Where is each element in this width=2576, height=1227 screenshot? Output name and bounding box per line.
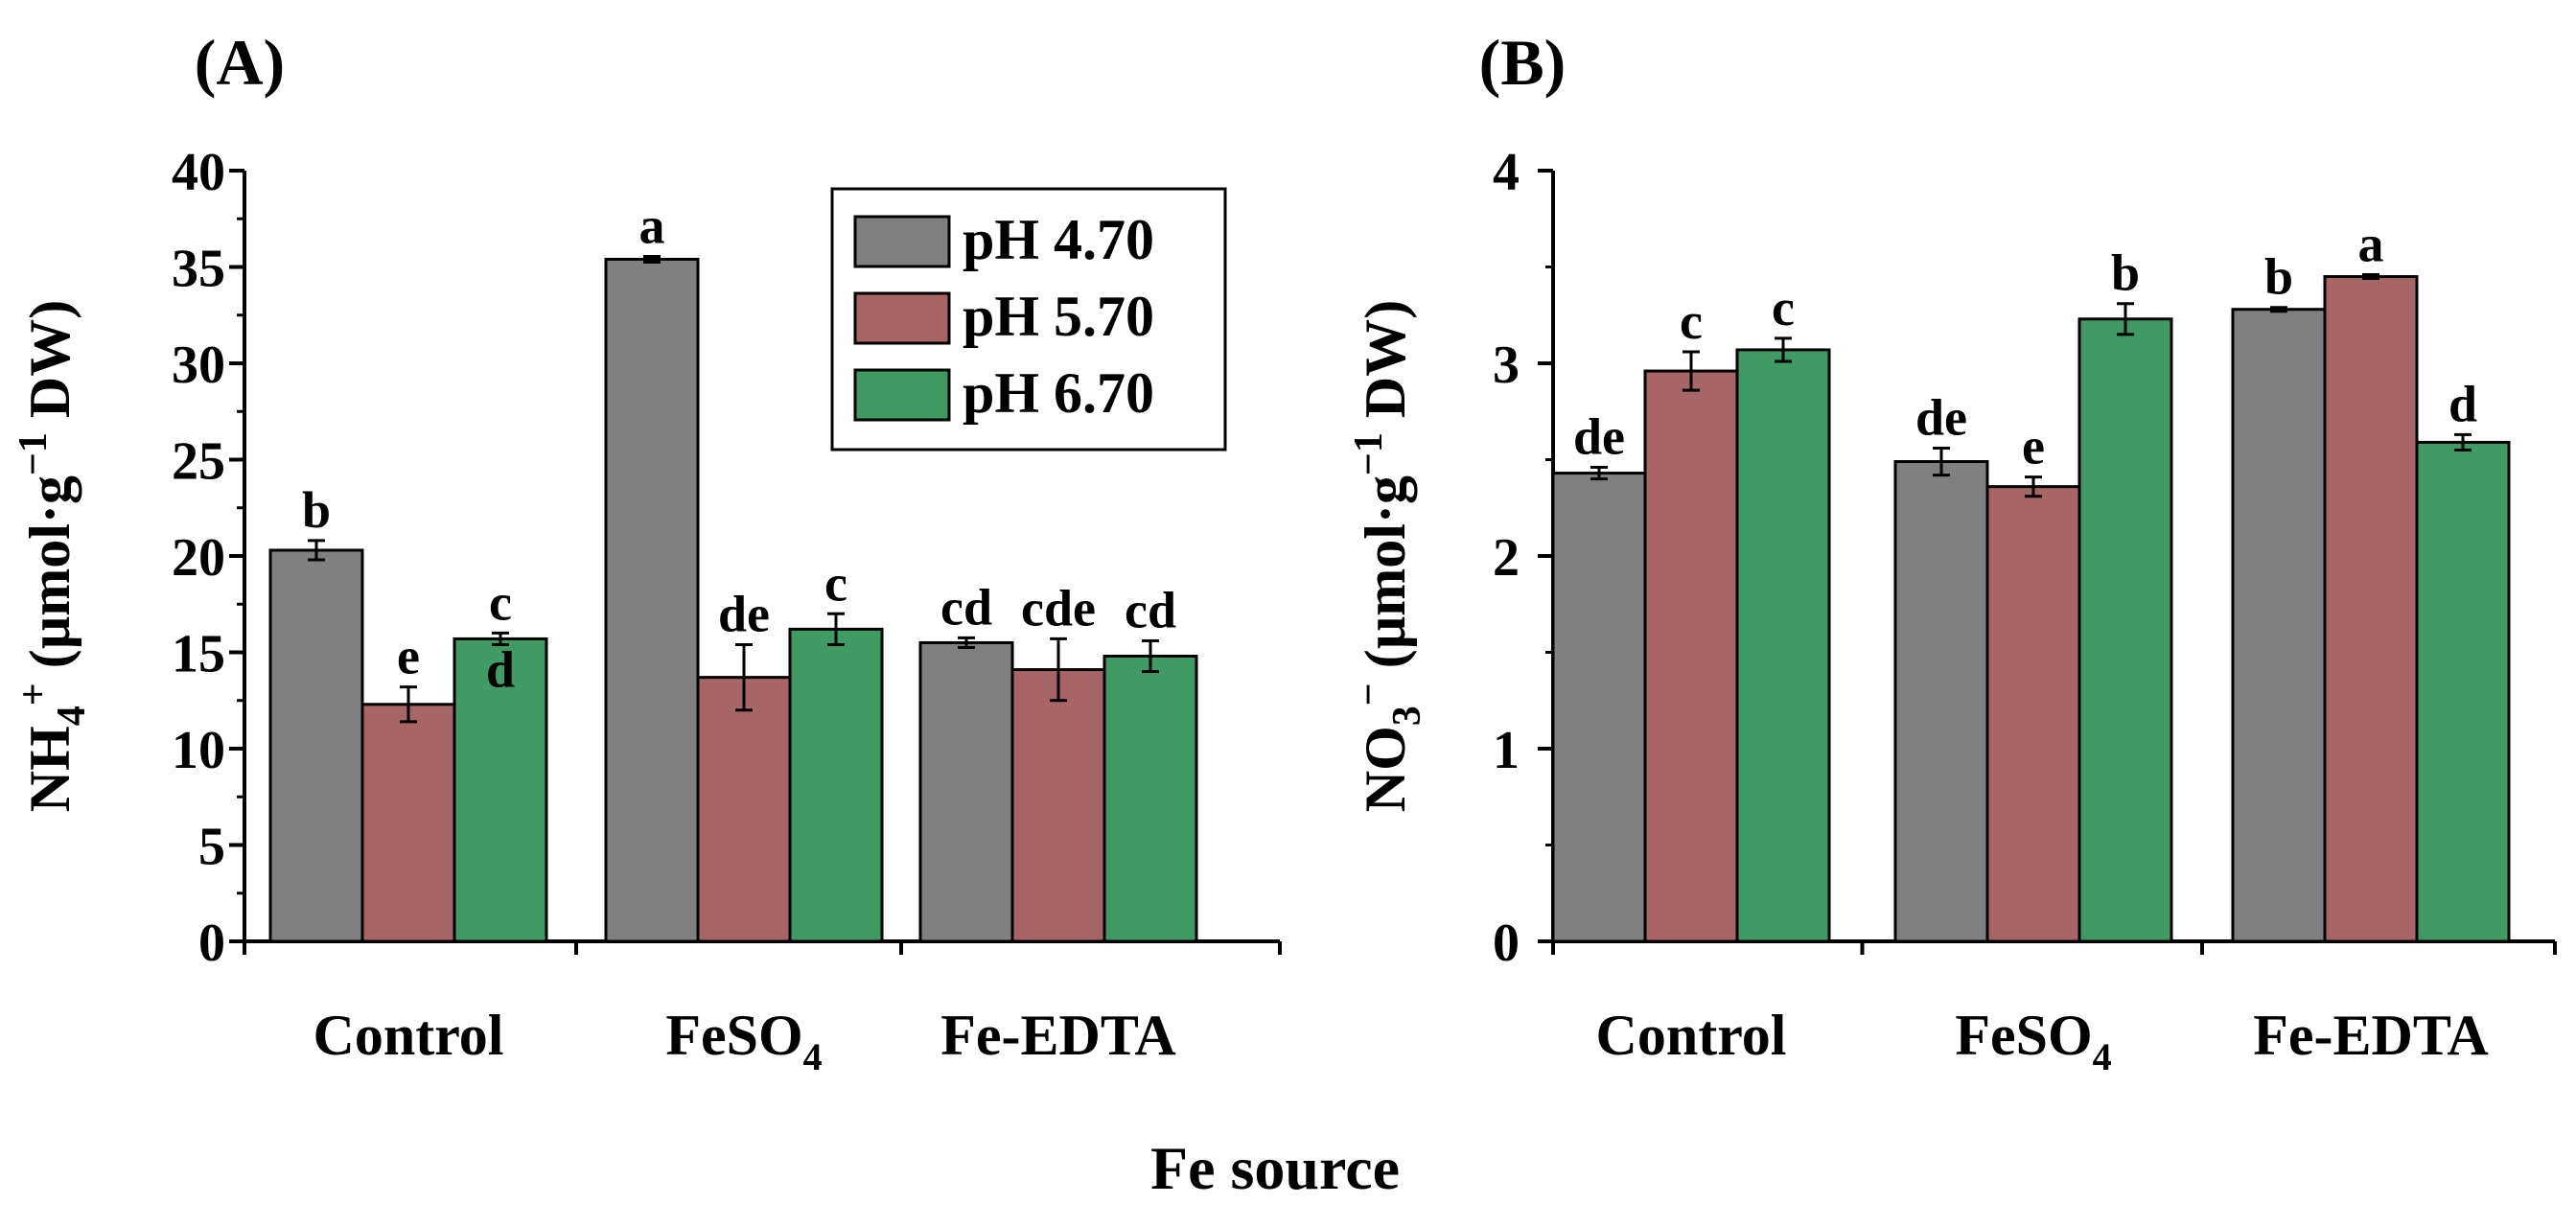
bar [2231,308,2327,943]
bar [1643,369,1739,943]
bar [268,548,364,943]
legend-label: pH 5.70 [963,285,1154,348]
significance-label: b [2264,248,2293,306]
y-tick-label: 15 [172,625,225,684]
significance-label: a [2358,216,2384,273]
significance-label: de [718,585,770,642]
y-axis-label: NO3− (µmol·g−1 DW) [1347,300,1429,812]
legend-swatch [853,291,951,345]
y-tick-label: 20 [172,528,225,588]
bar [1102,655,1198,943]
y-tick-label: 25 [172,432,225,492]
panel-title: (A) [195,26,285,99]
significance-label: cd [940,578,992,636]
x-category-label: FeSO4 [1955,1004,2111,1078]
significance-label: de [1915,388,1967,446]
legend-swatch [853,215,951,268]
legend: pH 4.70 pH 5.70 pH 6.70 [830,187,1227,451]
significance-label: d [2448,375,2477,432]
significance-label: e [397,628,420,685]
bar [696,676,792,943]
x-category-label: Control [313,1004,504,1067]
y-axis-label: NH4+ (µmol·g−1 DW) [12,300,94,812]
bar [604,257,700,943]
y-tick-label: 0 [198,914,225,973]
significance-label: b [2111,244,2140,302]
y-tick-label: 35 [172,240,225,299]
legend-swatch [853,368,951,422]
significance-label: e [2022,418,2045,475]
bar [2415,440,2511,943]
y-tick-label: 2 [1493,528,1520,588]
bar [2077,317,2173,943]
y-tick-label: 5 [198,818,225,877]
significance-label: c [824,554,847,612]
legend-label: pH 4.70 [963,208,1154,271]
significance-label: cd [1125,581,1176,638]
y-tick-label: 30 [172,336,225,395]
y-tick-label: 40 [172,143,225,202]
significance-label: de [1573,408,1625,466]
significance-label: cde [1021,579,1096,637]
y-tick-label: 0 [1493,914,1520,973]
bar [360,703,456,943]
x-category-label: Fe-EDTA [2253,1004,2489,1067]
y-tick-label: 1 [1493,721,1520,780]
significance-label: c [489,573,512,631]
bar [918,640,1014,943]
y-tick-label: 3 [1493,336,1520,395]
panel-a-chart: (A)0510152025303540becControladecFeSO4cd… [12,26,1282,1078]
x-axis-label: Fe source [1150,1134,1400,1202]
significance-label: b [302,481,331,539]
bar [1010,668,1106,943]
bar [453,637,548,943]
bar [1893,460,1989,943]
bar [2323,275,2419,943]
panel-title: (B) [1479,26,1566,99]
x-category-label: Fe-EDTA [940,1004,1176,1067]
significance-label-inner: d [486,640,515,698]
bar [1551,472,1647,943]
bar [788,627,884,943]
x-category-label: FeSO4 [665,1004,822,1078]
bar [1985,485,2081,943]
bar [1735,348,1831,943]
y-tick-label: 4 [1493,143,1520,202]
significance-label: a [639,197,665,254]
significance-label: c [1680,292,1703,350]
y-tick-label: 10 [172,721,225,780]
x-category-label: Control [1596,1004,1787,1067]
significance-label: c [1772,279,1795,336]
legend-label: pH 6.70 [963,361,1154,425]
